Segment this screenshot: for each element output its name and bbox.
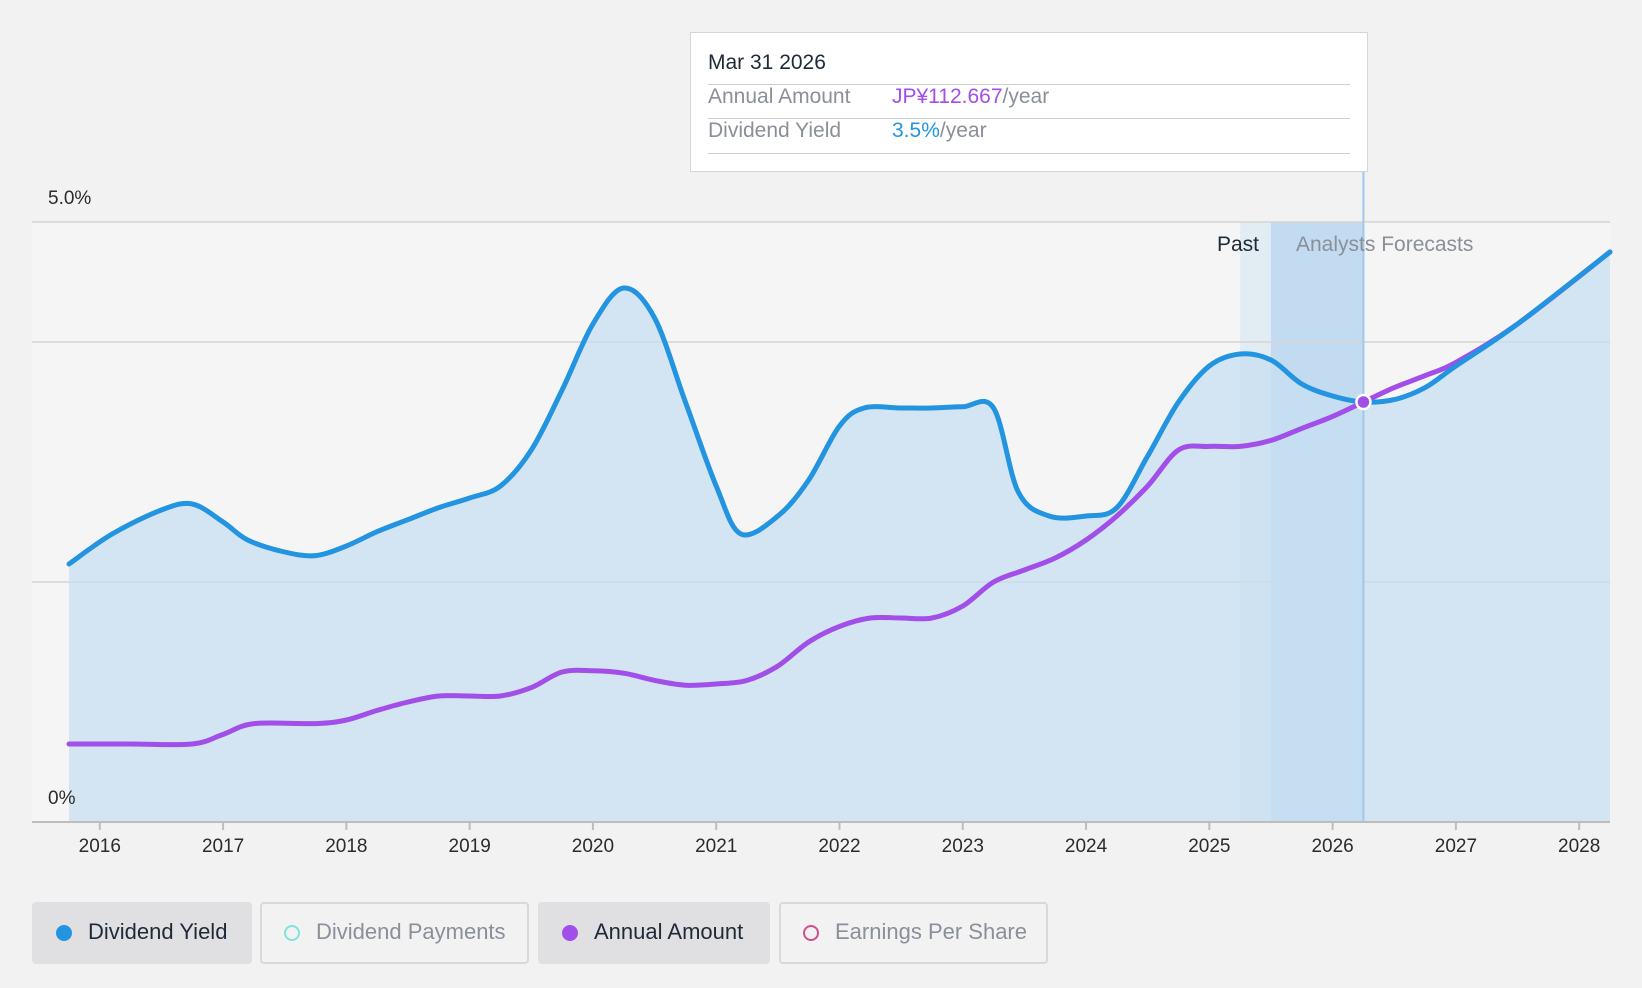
dividend-yield-legend-icon [56,925,72,941]
dividend-yield-number: 3.5% [892,119,940,142]
annual-amount-line [66,249,1613,748]
x-tick-label: 2020 [571,836,615,857]
x-tick-label: 2026 [1311,836,1354,857]
legend-label: Dividend Yield [88,919,228,944]
x-tick-label: 2022 [818,836,861,857]
legend-dividend-yield[interactable]: Dividend Yield [32,902,252,964]
tooltip-annual-amount-value: JP¥112.667/year [892,85,1049,109]
tooltip-annual-amount-label: Annual Amount [708,85,851,108]
x-tick-label: 2028 [1558,836,1601,857]
x-tick-label: 2024 [1064,836,1108,857]
past-label: Past [1217,233,1260,256]
legend-label: Earnings Per Share [835,919,1027,944]
legend-label: Annual Amount [594,919,744,944]
x-tick-label: 2019 [448,836,491,857]
dividend-payments-legend-icon [284,925,300,941]
tooltip-dividend-yield-label: Dividend Yield [708,119,842,142]
x-tick-label: 2021 [695,836,738,857]
x-tick-label: 2023 [941,836,984,857]
legend-dividend-payments[interactable]: Dividend Payments [260,902,529,964]
x-tick-label: 2027 [1434,836,1478,857]
x-tick-label: 2017 [201,836,245,857]
dividend-yield-line [66,249,1613,567]
x-axis-ticks [98,822,1581,830]
analysts-forecasts-label: Analysts Forecasts [1296,233,1474,256]
annual-amount-unit: /year [1002,85,1050,108]
y-tick-label: 5.0% [48,188,92,209]
legend-earnings-per-share[interactable]: Earnings Per Share [779,902,1048,964]
dividend-yield-area [69,252,1610,822]
x-tick-label: 2025 [1188,836,1231,857]
tooltip-divider [708,84,1350,85]
tooltip-date: Mar 31 2026 [708,51,826,74]
hover-point[interactable] [1355,393,1372,411]
x-tick-label: 2016 [78,836,121,857]
tooltip-dividend-yield-value: 3.5%/year [892,119,987,143]
earnings-per-share-legend-icon [803,925,819,941]
data-tooltip: Mar 31 2026 Annual Amount JP¥112.667/yea… [690,32,1368,172]
legend-annual-amount[interactable]: Annual Amount [538,902,770,964]
tooltip-divider [708,153,1350,154]
y-tick-label: 0% [48,788,76,809]
legend-label: Dividend Payments [316,919,506,944]
x-tick-label: 2018 [325,836,368,857]
tooltip-divider [708,118,1350,119]
annual-amount-legend-icon [562,925,578,941]
annual-amount-number: JP¥112.667 [892,85,1003,108]
dividend-yield-unit: /year [939,119,987,142]
